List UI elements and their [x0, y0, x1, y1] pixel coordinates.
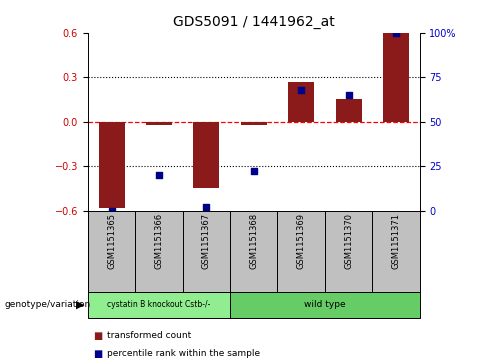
Point [297, 87, 305, 93]
Text: percentile rank within the sample: percentile rank within the sample [107, 350, 261, 358]
Bar [288, 82, 314, 122]
Bar [146, 122, 172, 125]
Text: ■: ■ [93, 331, 102, 341]
Text: GSM1151370: GSM1151370 [344, 213, 353, 269]
Text: GSM1151369: GSM1151369 [297, 213, 305, 269]
Text: ■: ■ [93, 349, 102, 359]
Point [108, 208, 116, 213]
Bar [230, 292, 420, 318]
Point [392, 30, 400, 36]
Text: cystatin B knockout Cstb-/-: cystatin B knockout Cstb-/- [107, 301, 211, 309]
Bar [88, 292, 230, 318]
Bar [193, 122, 220, 188]
Point [250, 168, 258, 174]
Text: GSM1151368: GSM1151368 [249, 213, 258, 269]
Bar [241, 122, 267, 125]
Text: ▶: ▶ [76, 300, 85, 310]
Text: transformed count: transformed count [107, 331, 192, 340]
Text: genotype/variation: genotype/variation [5, 301, 91, 309]
Text: GSM1151367: GSM1151367 [202, 213, 211, 269]
Point [203, 204, 210, 210]
Point [345, 92, 352, 98]
Title: GDS5091 / 1441962_at: GDS5091 / 1441962_at [173, 15, 335, 29]
Bar [383, 33, 409, 122]
Text: GSM1151371: GSM1151371 [391, 213, 401, 269]
Bar [336, 99, 362, 122]
Point [155, 172, 163, 178]
Text: GSM1151366: GSM1151366 [154, 213, 163, 269]
Text: wild type: wild type [304, 301, 346, 309]
Text: GSM1151365: GSM1151365 [107, 213, 116, 269]
Bar [99, 122, 124, 208]
